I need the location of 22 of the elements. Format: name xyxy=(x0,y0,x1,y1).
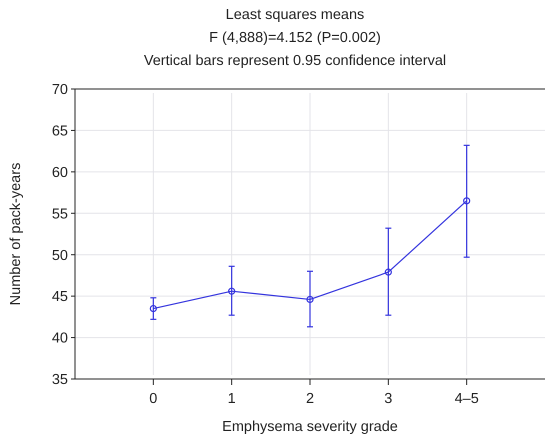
x-tick-label: 0 xyxy=(149,391,158,407)
y-axis-title: Number of pack-years xyxy=(8,162,24,306)
x-tick-label: 4–5 xyxy=(454,391,479,407)
y-tick-label: 45 xyxy=(52,289,68,306)
y-tick-label: 60 xyxy=(52,164,68,181)
point xyxy=(150,304,157,312)
point xyxy=(228,288,236,295)
x-axis-title: Emphysema severity grade xyxy=(222,419,398,435)
y-tick-label: 35 xyxy=(52,372,68,388)
y-tick-label: 65 xyxy=(52,124,68,140)
point xyxy=(463,197,470,204)
y-tick-label: 55 xyxy=(52,206,68,222)
y-tick-label: 70 xyxy=(52,82,68,98)
x-tick-label: 3 xyxy=(384,391,392,407)
x-tick-label: 1 xyxy=(228,391,236,407)
point xyxy=(384,268,392,276)
point xyxy=(306,296,314,304)
chart-subtitle: F (4,888)=4.152 (P=0.002) Vertical bars represent 0.95 confidence interval xyxy=(144,30,446,69)
y-tick-label: 50 xyxy=(52,248,68,264)
chart-title: Least squares means xyxy=(226,7,364,23)
y-tick-label: 40 xyxy=(52,330,68,347)
x-tick-label: 2 xyxy=(306,391,314,407)
